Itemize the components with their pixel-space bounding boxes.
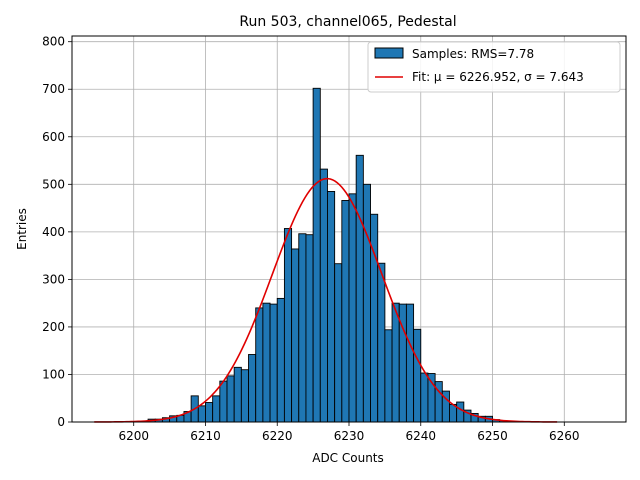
histogram-bar	[226, 375, 235, 423]
histogram-bar	[327, 190, 336, 423]
histogram-bar	[456, 401, 465, 423]
histogram-bar	[291, 248, 300, 423]
y-tick-label: 700	[42, 82, 65, 96]
histogram-bar	[391, 302, 400, 423]
histogram-bar	[362, 183, 371, 423]
y-axis-label: Entries	[15, 208, 29, 250]
histogram-bar	[319, 168, 328, 423]
histogram-bar	[334, 263, 343, 423]
histogram-bar	[240, 369, 249, 423]
x-tick-label: 6230	[334, 429, 365, 443]
y-tick-label: 400	[42, 225, 65, 239]
y-axis-ticks: 0 100 200 300 400 500 600 700 800	[42, 35, 72, 429]
histogram-bar	[341, 200, 350, 423]
x-tick-label: 6200	[118, 429, 149, 443]
histogram-bar	[405, 303, 415, 423]
legend-box	[367, 41, 621, 93]
histogram-bar	[413, 328, 422, 423]
histogram-bar	[233, 366, 242, 423]
histogram-bar	[384, 329, 393, 423]
histogram-bar	[276, 297, 285, 423]
y-tick-label: 500	[42, 177, 65, 191]
histogram-bar	[205, 402, 214, 423]
histogram-bar	[298, 233, 307, 423]
chart-title: Run 503, channel065, Pedestal	[239, 14, 456, 30]
fit-curve	[94, 177, 558, 423]
y-tick-label: 0	[57, 415, 65, 429]
y-tick-label: 600	[42, 130, 65, 144]
histogram-bar	[255, 307, 264, 423]
x-axis-ticks: 6200 6210 6220 6230 6240 6250 6260	[118, 422, 580, 443]
x-tick-label: 6260	[549, 429, 580, 443]
histogram-bar	[262, 302, 271, 423]
histogram-bar	[269, 303, 278, 423]
legend-samples-label: Samples: RMS=7.78	[412, 47, 534, 61]
histogram-bar	[197, 405, 206, 423]
histogram-bars	[147, 87, 515, 423]
legend-samples-swatch	[374, 47, 404, 59]
histogram-bar	[420, 372, 429, 423]
y-tick-label: 200	[42, 320, 65, 334]
legend-fit-label: Fit: μ = 6226.952, σ = 7.643	[412, 70, 584, 84]
histogram-bar	[348, 193, 357, 423]
y-tick-label: 100	[42, 367, 65, 381]
x-axis-label: ADC Counts	[312, 451, 384, 465]
histogram-bar	[212, 395, 221, 423]
x-tick-label: 6210	[190, 429, 221, 443]
x-tick-label: 6240	[405, 429, 436, 443]
y-tick-label: 800	[42, 35, 65, 49]
histogram-bar	[283, 228, 293, 423]
histogram-bar	[377, 262, 386, 423]
histogram-bar	[305, 234, 314, 423]
histogram-bar	[248, 354, 257, 423]
histogram-bar	[312, 87, 321, 423]
legend: Samples: RMS=7.78 Fit: μ = 6226.952, σ =…	[367, 41, 621, 93]
histogram-bar	[219, 380, 228, 423]
x-tick-label: 6220	[262, 429, 293, 443]
y-tick-label: 300	[42, 272, 65, 286]
histogram-bar	[427, 373, 436, 423]
x-tick-label: 6250	[477, 429, 508, 443]
histogram-bar	[355, 154, 364, 423]
